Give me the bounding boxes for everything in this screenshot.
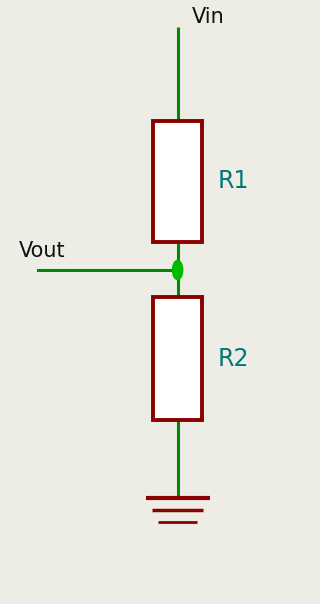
Text: Vout: Vout xyxy=(19,241,66,261)
Bar xyxy=(153,297,203,420)
Text: R1: R1 xyxy=(218,169,249,193)
Circle shape xyxy=(172,260,183,280)
Text: Vin: Vin xyxy=(192,7,225,27)
Text: R2: R2 xyxy=(218,347,249,371)
Bar xyxy=(153,121,203,242)
